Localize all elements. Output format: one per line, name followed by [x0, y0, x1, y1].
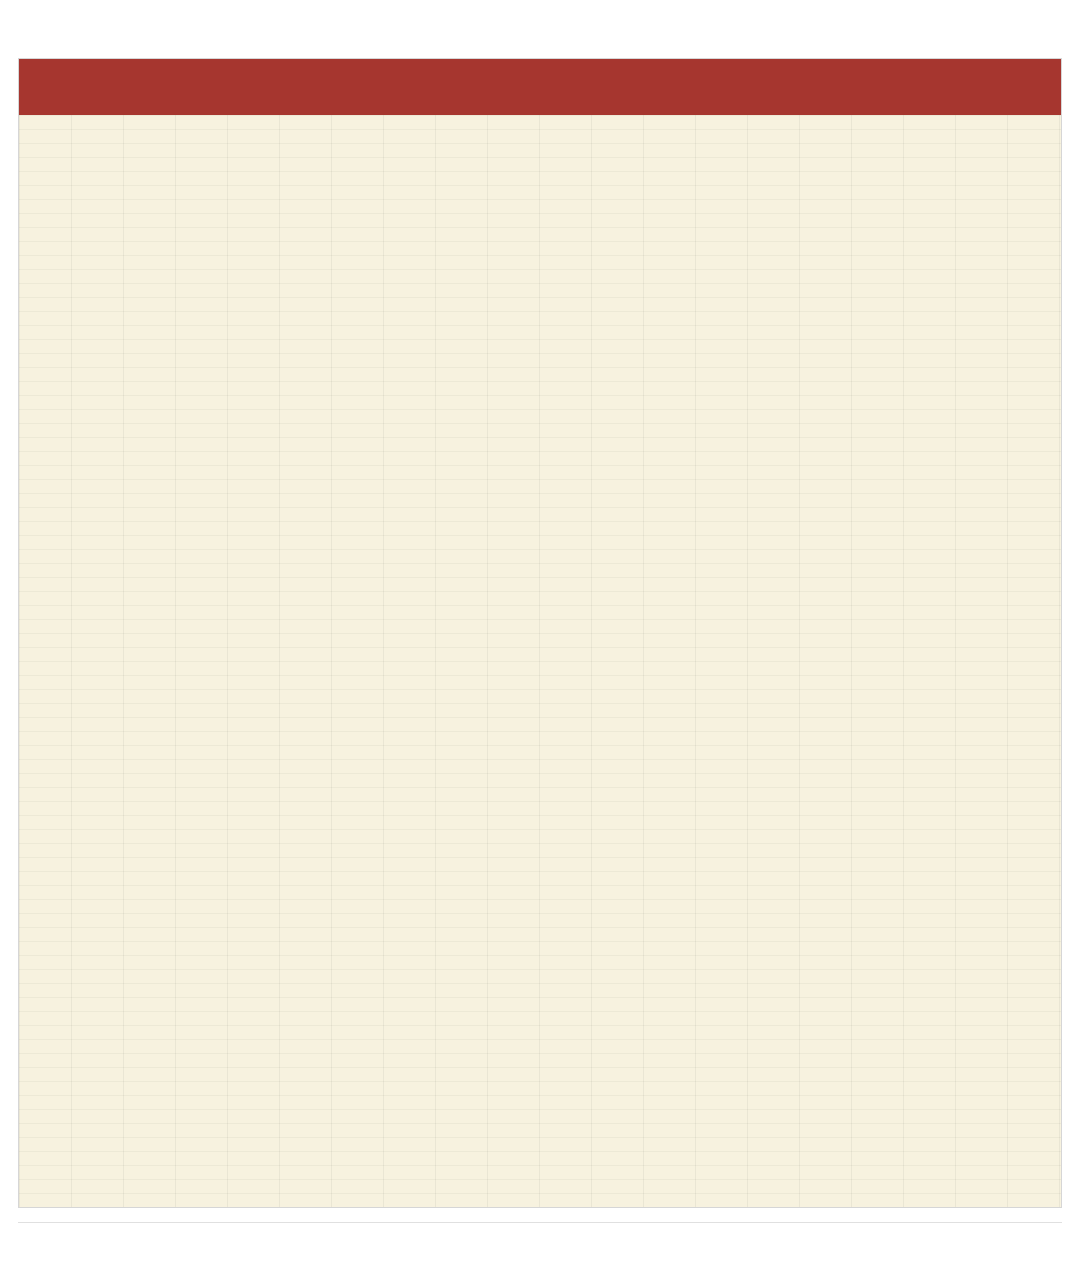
footer — [18, 1222, 1062, 1267]
table-grid-area — [19, 115, 1061, 1207]
heatmap-table — [18, 58, 1062, 1208]
page-title — [18, 14, 1062, 44]
table-header-band — [19, 59, 1061, 115]
